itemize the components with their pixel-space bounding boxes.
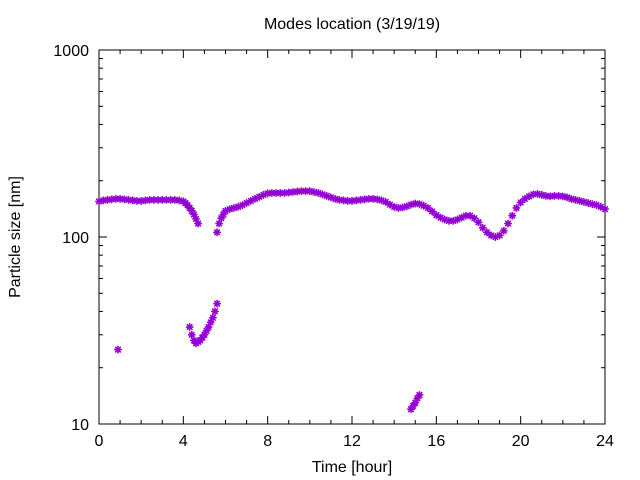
data-point xyxy=(215,219,224,228)
y-axis-label: Particle size [nm] xyxy=(7,176,24,298)
x-tick-label: 8 xyxy=(263,433,272,450)
x-axis-label: Time [hour] xyxy=(312,459,392,476)
data-point xyxy=(474,218,483,227)
data-point xyxy=(185,323,194,332)
x-tick-label: 4 xyxy=(179,433,188,450)
data-point xyxy=(210,307,219,316)
y-tick-label: 10 xyxy=(71,417,89,434)
x-tick-label: 12 xyxy=(343,433,361,450)
data-point xyxy=(512,203,521,212)
data-point xyxy=(166,195,175,204)
data-point xyxy=(520,194,529,203)
data-point xyxy=(415,390,424,399)
x-tick-labels: 0 4 8 12 16 20 24 xyxy=(95,433,614,450)
data-point xyxy=(113,345,122,354)
data-point xyxy=(213,228,222,237)
data-point xyxy=(276,188,285,197)
data-point xyxy=(600,205,610,214)
data-point xyxy=(466,211,475,220)
data-point xyxy=(482,228,491,237)
x-tick-label: 0 xyxy=(95,433,104,450)
data-point xyxy=(194,219,203,228)
y-tick-label: 100 xyxy=(62,230,89,247)
data-points xyxy=(95,187,610,414)
x-tick-label: 20 xyxy=(512,433,530,450)
chart-title: Modes location (3/19/19) xyxy=(264,16,440,33)
data-point xyxy=(499,226,508,235)
x-tick-label: 24 xyxy=(596,433,614,450)
data-point xyxy=(508,211,517,220)
y-tick-label: 1000 xyxy=(53,43,89,60)
plot-area xyxy=(98,49,606,425)
data-point xyxy=(208,313,217,322)
data-point xyxy=(495,231,504,240)
data-point xyxy=(478,223,487,232)
data-point xyxy=(504,219,513,228)
data-point xyxy=(187,330,196,339)
data-point xyxy=(213,299,222,308)
axis-ticks xyxy=(98,49,606,425)
y-tick-labels: 10 100 1000 xyxy=(53,43,89,434)
x-tick-label: 16 xyxy=(427,433,445,450)
